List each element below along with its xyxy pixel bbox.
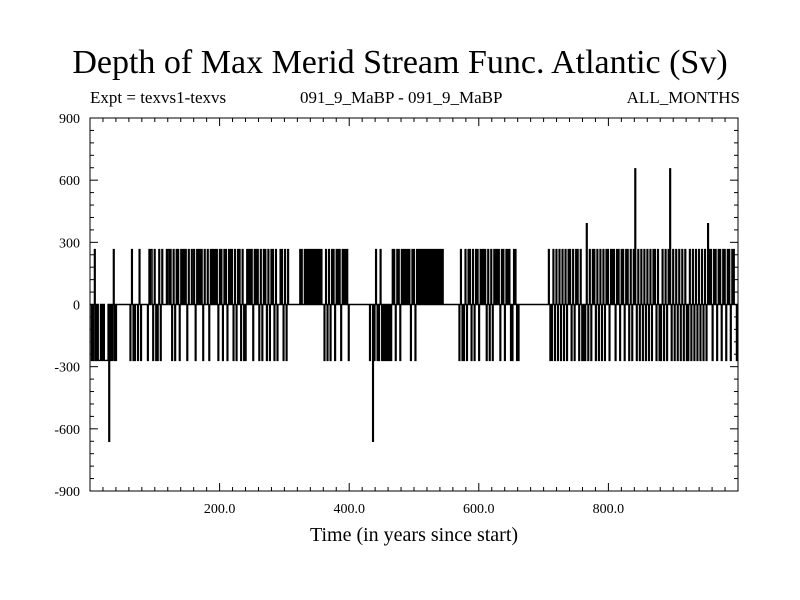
y-tick-label: 0: [73, 299, 80, 314]
y-axis: 900 600 300 0 -300 -600 -900: [54, 112, 738, 500]
period-label: 091_9_MaBP - 091_9_MaBP: [300, 88, 503, 107]
chart-title: Depth of Max Merid Stream Func. Atlantic…: [72, 44, 728, 81]
experiment-label: Expt = texvs1-texvs: [90, 88, 227, 107]
y-tick-label: -900: [54, 485, 80, 500]
x-tick-label: 800.0: [593, 502, 625, 517]
months-label: ALL_MONTHS: [626, 88, 740, 107]
series-group: [90, 168, 738, 442]
y-tick-label: 900: [59, 112, 80, 127]
series-line: [90, 168, 738, 442]
x-axis: 200.0 400.0 600.0 800.0: [102, 118, 726, 517]
y-tick-label: 600: [59, 174, 80, 189]
x-tick-label: 200.0: [204, 502, 236, 517]
x-axis-label: Time (in years since start): [310, 524, 518, 546]
y-tick-label: 300: [59, 236, 80, 251]
x-tick-label: 600.0: [463, 502, 495, 517]
y-tick-label: -600: [54, 423, 80, 438]
x-tick-label: 400.0: [333, 502, 365, 517]
y-tick-label: -300: [54, 361, 80, 376]
